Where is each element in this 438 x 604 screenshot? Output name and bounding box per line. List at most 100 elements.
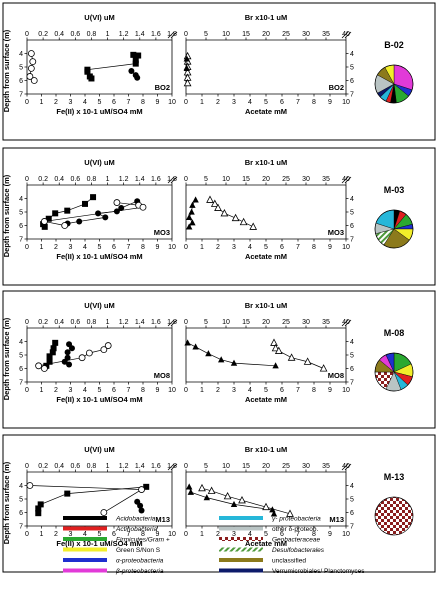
right-data-point: [286, 509, 294, 517]
left-series-line: [29, 485, 143, 513]
right-data-point: [223, 491, 232, 500]
left-data-point: [41, 365, 48, 372]
right-bottom-tick-label: 9: [328, 531, 332, 538]
left-data-point: [138, 486, 145, 493]
left-bottom-tick-label: 9: [156, 531, 160, 538]
pie-outline: [374, 352, 414, 392]
right-axis-break: [341, 319, 349, 327]
left-data-point: [90, 194, 97, 201]
right-y-tick-label: 6: [350, 366, 354, 373]
legend-label: Green S/Non S: [116, 547, 161, 554]
left-series-line: [37, 486, 147, 514]
left-data-point: [26, 482, 34, 489]
left-bottom-tick-label: 6: [112, 531, 116, 538]
left-bottom-tick-label: 1: [40, 387, 44, 394]
right-top-axis-title: Br x10-1 uM: [245, 445, 288, 454]
right-data-point: [270, 510, 278, 517]
left-y-tick-label: 6: [19, 510, 23, 517]
legend-swatch: [63, 558, 107, 562]
legend-swatch: [219, 547, 263, 552]
right-data-point: [274, 346, 283, 354]
left-top-tick-label: 0: [25, 176, 29, 183]
right-top-tick-label: 10: [222, 176, 230, 183]
right-bottom-tick-label: 0: [184, 387, 188, 394]
left-bottom-tick-label: 4: [83, 387, 87, 394]
right-top-tick-label: 15: [242, 463, 250, 470]
legend-swatch: [219, 558, 263, 562]
right-bottom-tick-label: 4: [248, 387, 252, 394]
y-axis-title: Depth from surface (m): [2, 174, 11, 257]
left-top-tick-label: 0.6: [70, 463, 80, 470]
y-axis-title: Depth from surface (m): [2, 29, 11, 112]
right-data-point: [319, 364, 328, 372]
right-bottom-tick-label: 3: [232, 244, 236, 251]
right-bottom-tick-label: 7: [296, 244, 300, 251]
left-bottom-tick-label: 5: [98, 387, 102, 394]
right-data-point: [203, 494, 210, 501]
site-label: M-03: [384, 185, 405, 195]
right-bottom-tick-label: 8: [312, 387, 316, 394]
legend-label: Geobacteraceae: [272, 537, 320, 544]
site-panel: 0 0.2 0.4 0.6 0.8 1 1.2 1.4 1.6 1.8 U(VI) uM 0 1 2 3 4 5…: [2, 290, 436, 429]
right-data-point: [186, 213, 193, 220]
left-data-point: [139, 203, 147, 211]
right-bottom-tick-label: 1: [200, 387, 204, 394]
right-well-label: MO8: [328, 371, 344, 380]
legend-label: other δ-proteob.: [272, 526, 318, 533]
left-top-tick-label: 1.4: [135, 319, 145, 326]
right-data-point: [206, 195, 214, 203]
left-top-tick-label: 0.8: [87, 463, 97, 470]
left-bottom-tick-label: 6: [112, 244, 116, 251]
left-data-point: [35, 510, 42, 517]
right-bottom-tick-label: 2: [216, 244, 220, 251]
left-top-tick-label: 0.6: [70, 319, 80, 326]
panel-frame: [2, 147, 436, 286]
left-bottom-tick-label: 5: [98, 99, 102, 106]
right-bottom-tick-label: 4: [248, 244, 252, 251]
left-bottom-tick-label: 5: [98, 244, 102, 251]
right-data-point: [271, 343, 280, 352]
site-panel: 0 0.2 0.4 0.6 0.8 1 1.2 1.4 1.6 1.8 U(VI) uM 0 1 2 3 4 5…: [2, 2, 436, 141]
right-data-point: [230, 359, 238, 366]
left-data-point: [130, 51, 137, 58]
left-bottom-tick-label: 7: [127, 531, 131, 538]
left-data-point: [143, 483, 150, 490]
left-top-tick-label: 0.8: [87, 319, 97, 326]
left-data-point: [68, 345, 75, 352]
left-data-point: [52, 210, 59, 217]
left-bottom-tick-label: 0: [25, 99, 29, 106]
right-bottom-tick-label: 10: [342, 531, 350, 538]
left-data-point: [134, 74, 141, 81]
left-bottom-tick-label: 8: [141, 244, 145, 251]
left-bottom-tick-label: 0: [25, 244, 29, 251]
left-y-tick-label: 4: [19, 51, 23, 58]
right-top-tick-label: 35: [322, 31, 330, 38]
right-bottom-tick-label: 4: [248, 531, 252, 538]
right-data-point: [262, 502, 270, 511]
right-top-tick-label: 5: [204, 176, 208, 183]
right-y-tick-label: 6: [350, 78, 354, 85]
left-top-tick-label: 0.4: [54, 31, 64, 38]
right-top-tick-label: 35: [322, 319, 330, 326]
left-y-tick-label: 6: [19, 78, 23, 85]
left-top-tick-label: 1.6: [151, 31, 161, 38]
right-top-tick-label: 35: [322, 176, 330, 183]
left-axis-break: [167, 463, 175, 471]
left-series-line: [87, 54, 139, 79]
left-data-point: [66, 361, 73, 368]
left-top-tick-label: 1.4: [135, 31, 145, 38]
left-data-point: [76, 218, 83, 225]
left-top-tick-label: 1.6: [151, 176, 161, 183]
right-bottom-tick-label: 6: [280, 531, 284, 538]
left-bottom-axis-title: Fe(II) x 10-1 uM/SO4 mM: [56, 252, 142, 261]
left-data-point: [102, 214, 109, 221]
legend-swatch: [63, 516, 107, 520]
legend-swatch: [219, 516, 263, 520]
left-bottom-tick-label: 4: [83, 531, 87, 538]
right-top-tick-label: 5: [204, 319, 208, 326]
right-data-point: [239, 217, 248, 226]
left-bottom-tick-label: 4: [83, 99, 87, 106]
right-data-point: [192, 196, 199, 203]
legend-swatch: [219, 526, 263, 531]
right-bottom-tick-label: 6: [280, 99, 284, 106]
